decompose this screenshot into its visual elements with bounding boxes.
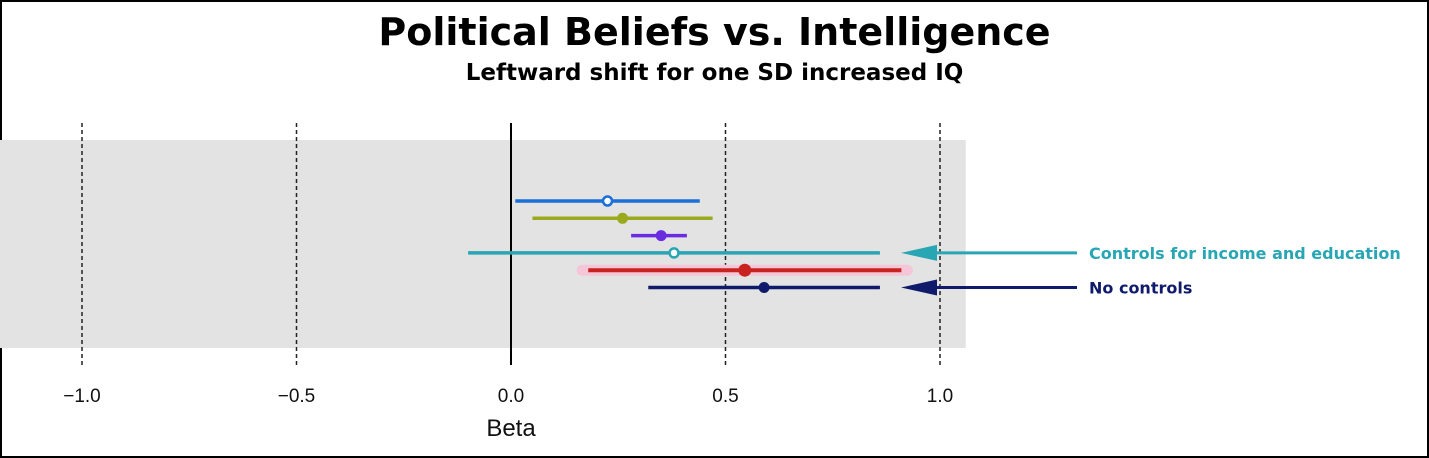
point-estimate xyxy=(738,263,752,277)
point-estimate xyxy=(601,195,614,207)
x-tick-label: −0.5 xyxy=(278,386,316,407)
annotation-arrow-head xyxy=(901,279,937,296)
x-tick-labels: −1.0 −0.5 0.0 0.5 1.0 xyxy=(63,386,953,407)
grid-lines xyxy=(81,123,941,365)
annotations: Controls for income and education No cont… xyxy=(901,244,1401,298)
annotation-arrow-head xyxy=(901,244,937,261)
annotation-label: No controls xyxy=(1089,279,1192,298)
x-tick-label: −1.0 xyxy=(63,386,101,407)
point-estimate xyxy=(668,247,680,259)
point-estimate xyxy=(655,230,667,242)
point-estimate xyxy=(758,282,770,293)
x-tick-label: 0.5 xyxy=(712,386,738,407)
chart-title: Political Beliefs vs. Intelligence xyxy=(378,10,1051,54)
chart-subtitle: Leftward shift for one SD increased IQ xyxy=(465,60,964,86)
estimate-marks xyxy=(468,195,913,293)
x-tick-label: 1.0 xyxy=(927,386,953,407)
plot-panel xyxy=(0,140,966,348)
point-estimate xyxy=(617,212,629,224)
annotation-label: Controls for income and education xyxy=(1089,244,1401,263)
x-tick-label: 0.0 xyxy=(498,386,524,407)
x-axis-title: Beta xyxy=(486,415,536,442)
